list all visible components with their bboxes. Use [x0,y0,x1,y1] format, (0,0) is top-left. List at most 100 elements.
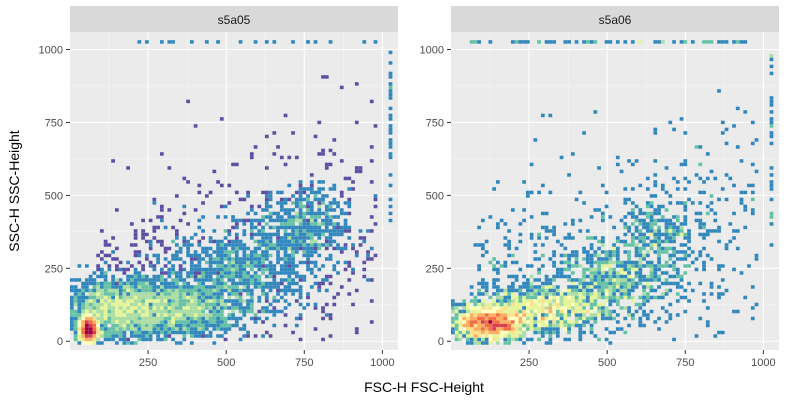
density-bin [732,211,736,216]
density-bin [174,232,179,237]
density-bin [664,229,669,233]
density-bin [111,334,115,338]
density-bin [174,257,179,261]
density-bin [589,316,594,321]
density-bin [242,306,247,310]
density-bin [73,302,78,307]
density-bin [272,309,277,314]
density-bin [358,229,363,233]
density-bin [597,271,601,275]
density-bin [563,309,568,314]
density-bin [537,285,541,289]
density-bin [309,232,314,237]
density-bin [679,274,684,279]
density-bin [118,323,123,328]
density-bin [369,257,374,261]
density-bin [81,309,85,314]
density-bin [92,334,97,338]
density-bin [754,253,759,258]
density-bin [272,246,277,251]
density-bin [522,302,526,307]
density-bin [92,281,97,286]
density-bin [339,250,344,254]
density-bin [133,288,138,293]
density-bin [212,267,217,272]
density-bin [99,295,104,300]
density-bin [544,330,549,335]
density-bin [197,320,202,324]
x-tick-label: 750 [295,357,313,369]
density-bin [739,201,744,205]
density-bin [201,267,205,272]
density-bin [537,323,541,328]
density-bin [167,327,172,331]
density-bin [608,341,613,345]
density-bin [660,306,665,310]
density-bin [99,257,104,261]
density-bin [477,292,481,296]
density-bin [283,299,288,303]
density-bin [103,337,108,342]
density-bin [287,271,292,275]
density-bin [133,306,138,310]
density-bin [480,337,485,342]
density-bin [702,225,706,230]
density-bin [600,236,605,240]
density-bin [559,306,564,310]
density-bin [540,253,545,258]
density-bin [126,320,130,324]
density-bin [212,260,217,265]
density-bin [163,250,168,254]
density-bin [480,218,485,223]
density-bin [555,330,560,335]
density-bin [107,313,112,317]
density-bin [223,337,228,342]
density-bin [627,309,631,314]
density-bin [159,152,164,156]
density-bin [503,327,508,331]
density-bin [642,264,646,268]
density-bin [657,278,661,282]
density-bin [503,292,508,296]
density-bin [473,243,478,247]
density-bin [657,208,661,212]
density-bin [73,320,78,324]
density-bin [257,267,262,272]
density-bin [488,260,493,265]
density-bin [201,278,205,282]
density-bin [242,323,247,328]
density-bin [492,320,496,324]
density-bin [283,113,288,118]
density-bin [238,274,243,279]
density-bin [529,323,534,328]
density-bin [585,320,590,324]
density-bin [171,295,175,300]
density-bin [388,106,393,111]
density-bin [615,236,620,240]
density-bin [743,208,748,212]
density-bin [720,278,725,282]
density-bin [642,218,646,223]
density-bin [186,306,190,310]
density-bin [495,267,500,272]
density-bin [593,267,598,272]
density-bin [253,40,258,44]
density-bin [223,204,228,209]
density-bin [451,299,455,303]
density-bin [276,145,280,149]
density-bin [510,274,515,279]
density-bin [717,229,721,233]
density-bin [728,222,733,226]
density-bin [324,222,329,226]
density-bin [642,288,646,293]
density-bin [769,197,774,202]
density-bin [148,313,153,317]
density-bin [559,320,564,324]
density-bin [216,253,220,258]
density-bin [144,285,149,289]
density-bin [499,334,504,338]
density-bin [627,306,631,310]
density-bin [660,40,665,44]
density-bin [585,267,590,272]
density-bin [525,309,530,314]
